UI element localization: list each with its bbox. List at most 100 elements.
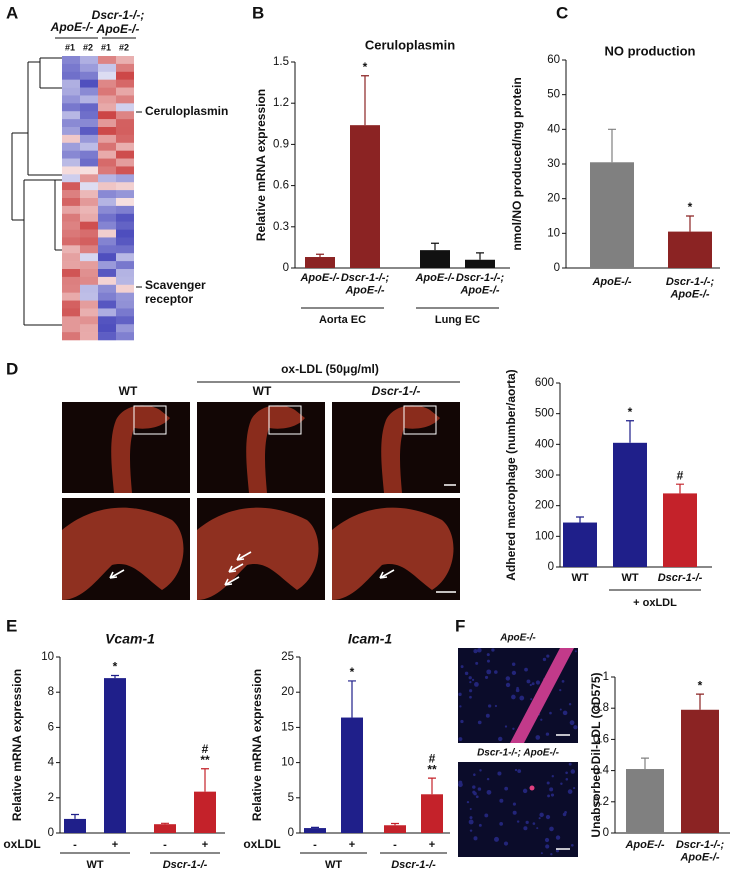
bar xyxy=(613,442,647,567)
inset-box xyxy=(403,405,437,435)
y-tick-label: 4 xyxy=(48,757,55,769)
bar xyxy=(154,824,176,833)
heatmap-cell xyxy=(62,103,80,112)
aorta-zoom xyxy=(197,507,319,600)
heatmap-group: ApoE-/- xyxy=(50,20,94,34)
nucleus xyxy=(512,810,517,815)
nucleus xyxy=(565,777,569,781)
nucleus xyxy=(568,762,572,766)
panel-letter: A xyxy=(6,3,18,22)
heatmap-cell xyxy=(98,87,116,96)
heatmap-cell xyxy=(98,205,116,215)
error-bar xyxy=(71,813,79,819)
nucleus xyxy=(525,820,529,825)
bar xyxy=(465,259,495,268)
panel-letter: B xyxy=(252,3,264,22)
group-label: Dscr-1-/- xyxy=(163,859,208,871)
heatmap-cell xyxy=(62,205,80,215)
nucleus xyxy=(574,650,577,653)
nucleus xyxy=(503,841,509,846)
y-tick-label: 50 xyxy=(547,89,560,101)
heatmap-cell xyxy=(62,174,80,183)
heatmap-cell xyxy=(98,190,116,199)
nucleus xyxy=(460,665,464,669)
nucleus xyxy=(555,835,561,840)
heatmap-cell xyxy=(116,103,134,112)
heatmap-cell xyxy=(98,284,116,293)
error-bar xyxy=(316,253,324,258)
nucleus xyxy=(478,823,482,827)
error-bar xyxy=(201,768,209,792)
heatmap-cell xyxy=(98,79,116,88)
bar xyxy=(104,678,126,833)
nucleus xyxy=(517,769,522,774)
heatmap-cell xyxy=(116,205,134,215)
y-tick-label: 10 xyxy=(547,227,560,239)
bar xyxy=(305,257,335,268)
heatmap-cell xyxy=(116,284,134,293)
x-tick-label: ApoE-/- xyxy=(414,272,454,284)
nucleus xyxy=(485,713,490,718)
heatmap-cell xyxy=(98,261,116,270)
y-tick-label: 20 xyxy=(547,193,560,205)
nucleus xyxy=(473,649,478,654)
heatmap-cell xyxy=(62,332,80,341)
nucleus xyxy=(562,812,567,817)
nucleus xyxy=(549,787,554,792)
nucleus xyxy=(514,768,518,772)
heatmap-cell xyxy=(80,119,98,128)
heatmap-cell xyxy=(80,142,98,151)
heatmap-cell xyxy=(62,95,80,104)
heatmap-cell xyxy=(62,261,80,270)
bar xyxy=(384,825,406,833)
significance: # xyxy=(429,751,436,765)
nucleus xyxy=(562,710,568,716)
heatmap-cell xyxy=(116,182,134,191)
y-axis-title: Relative mRNA expression xyxy=(254,89,268,241)
x-tick-label: ApoE-/- xyxy=(624,839,664,851)
heatmap-cell xyxy=(62,87,80,96)
heatmap-cell xyxy=(62,308,80,317)
nucleus xyxy=(458,692,462,697)
y-tick-label: 5 xyxy=(288,792,294,804)
nucleus xyxy=(475,795,479,799)
heatmap-cell xyxy=(80,95,98,104)
y-tick-label: 0.6 xyxy=(593,733,609,745)
x-tick-label: + xyxy=(202,839,208,851)
heatmap-cell xyxy=(80,166,98,175)
heatmap-cell xyxy=(80,174,98,183)
nucleus xyxy=(469,816,473,820)
y-tick-label: 300 xyxy=(535,469,554,481)
arrow xyxy=(236,551,252,561)
heatmap-cell xyxy=(98,324,116,333)
heatmap-cell xyxy=(98,134,116,144)
x-tick-label: WT xyxy=(621,572,638,584)
nucleus xyxy=(468,676,472,680)
panel-letter: E xyxy=(6,616,17,635)
heatmap-cell xyxy=(62,71,80,80)
heatmap-cell xyxy=(116,71,134,80)
group-label: Aorta EC xyxy=(319,314,366,326)
nucleus xyxy=(544,837,550,843)
y-tick-label: 500 xyxy=(535,408,554,420)
significance: * xyxy=(363,60,368,74)
aorta xyxy=(246,405,305,493)
nucleus xyxy=(469,680,472,684)
nucleus xyxy=(471,678,475,682)
error-bar xyxy=(361,75,369,126)
nucleus xyxy=(551,775,554,778)
heatmap-cell xyxy=(62,316,80,325)
heatmap-cell xyxy=(98,269,116,278)
y-tick-label: 15 xyxy=(281,721,294,733)
heatmap-cell xyxy=(116,79,134,88)
heatmap-cell xyxy=(80,103,98,112)
heatmap-cell xyxy=(116,292,134,301)
error-bar xyxy=(641,757,649,770)
nucleus xyxy=(569,720,575,726)
bar xyxy=(590,162,634,268)
heatmap-cell xyxy=(62,134,80,144)
image-label: Dscr-1-/-; ApoE-/- xyxy=(477,748,560,759)
y-tick-label: 0 xyxy=(48,827,54,839)
heatmap-cell xyxy=(62,198,80,207)
x-tick-label: - xyxy=(313,839,317,851)
